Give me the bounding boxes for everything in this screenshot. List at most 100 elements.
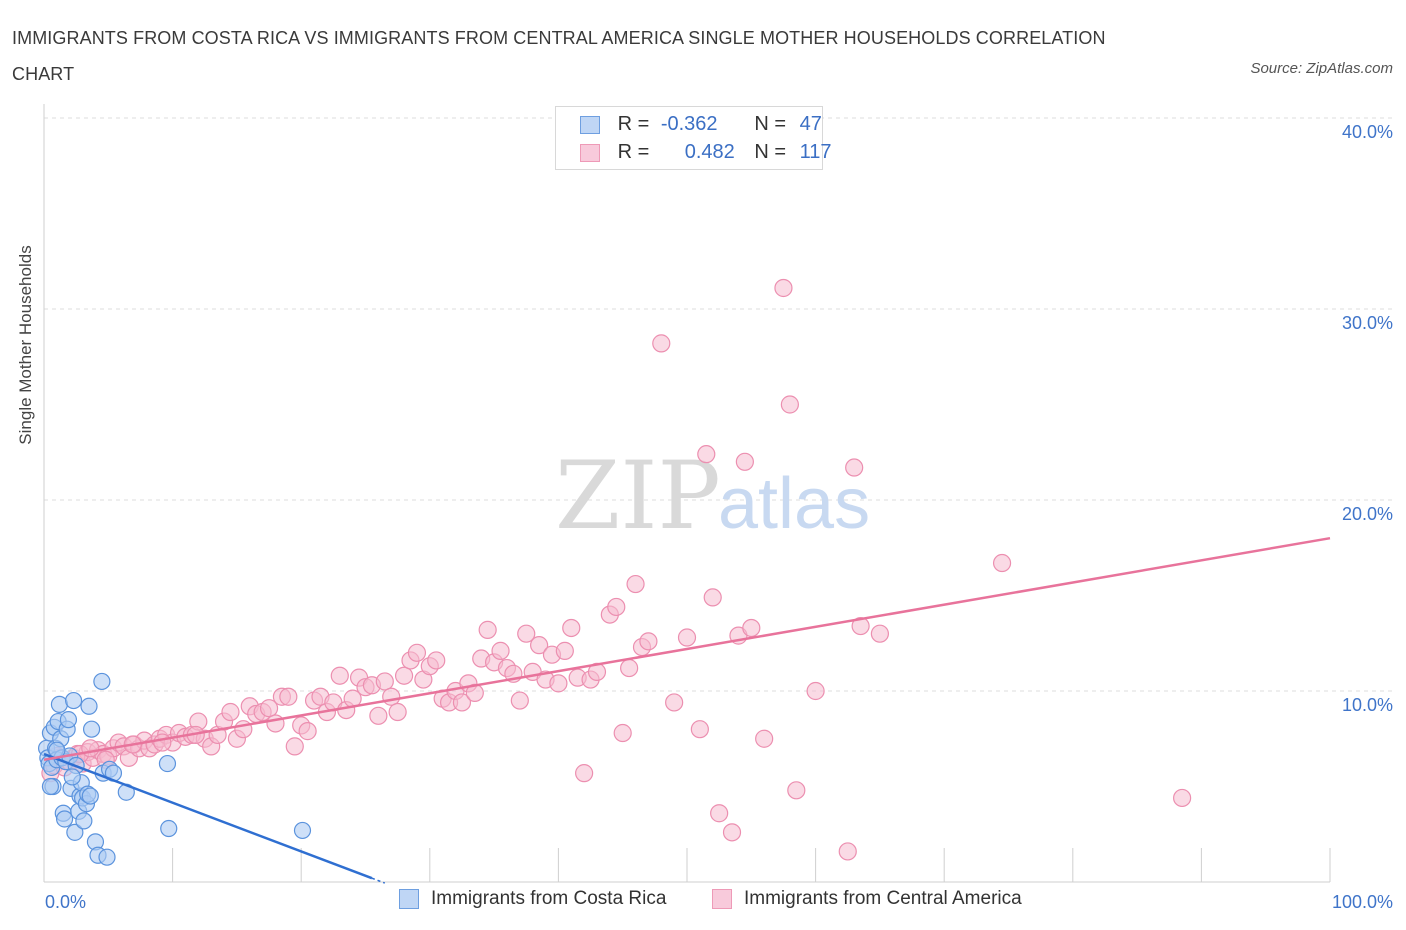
legend-r-value: -0.362 [660,113,718,135]
data-point-costa-rica [98,848,116,866]
bottom-legend-swatch-pink [712,888,732,909]
data-point-central-america [285,737,304,756]
data-point-central-america [851,616,870,636]
y-tick-label: 10.0% [1342,695,1393,715]
data-point-central-america [478,620,497,639]
correlation-legend: R = -0.362 N = 47 R = 0.482 N = 117 [555,106,832,170]
data-point-costa-rica [158,754,177,773]
data-point-costa-rica [63,768,81,786]
x-tick-label-max: 100.0% [1332,892,1393,912]
data-point-costa-rica [59,711,78,729]
data-point-central-america [697,445,716,464]
data-point-central-america [407,643,427,662]
data-point-central-america [665,693,684,712]
data-point-costa-rica [50,695,69,713]
data-point-central-america [742,618,761,638]
data-point-central-america [153,733,172,752]
data-point-central-america [298,722,317,741]
legend-n-value: 47 [799,113,822,135]
source-label: Source: ZipAtlas.com [1250,60,1393,77]
data-point-central-america [530,636,549,655]
data-point-central-america [652,334,671,353]
data-point-central-america [375,672,394,691]
grid-lines [44,117,1392,692]
x-tick-label-min: 0.0% [45,892,86,912]
series-central-america-points [41,278,1192,861]
data-point-central-america [562,618,581,638]
y-tick-label: 30.0% [1342,313,1393,333]
data-point-central-america [774,278,793,298]
data-point-central-america [838,842,857,861]
data-point-costa-rica [160,819,178,838]
data-point-costa-rica [55,810,74,828]
data-point-central-america [690,720,709,739]
data-point-costa-rica [41,777,60,796]
data-point-costa-rica [81,787,99,805]
chart-title: IMMIGRANTS FROM COSTA RICA VS IMMIGRANTS… [12,28,1106,84]
watermark-zip: ZIP [555,442,721,551]
data-point-central-america [992,553,1012,573]
data-point-central-america [639,632,658,651]
y-tick-label: 40.0% [1342,122,1393,142]
legend-n-label: N = [754,113,787,135]
trendline-costa-rica-extension [371,877,386,884]
watermark: ZIP atlas [555,442,870,551]
legend-swatch-pink [580,143,600,162]
data-point-central-america [755,729,774,748]
data-point-central-america [787,781,806,800]
data-point-central-america [394,666,414,685]
bottom-legend-label: Immigrants from Costa Rica [431,888,667,909]
trendline-costa-rica [43,752,373,880]
trendline-central-america [43,536,1331,761]
legend-r-value: 0.482 [684,141,735,163]
watermark-atlas: atlas [718,464,870,544]
data-point-costa-rica [293,821,312,840]
data-point-central-america [575,764,594,783]
tick-labels: 10.0% 20.0% 30.0% 40.0% 0.0% 100.0% [45,122,1393,912]
data-point-central-america [221,702,240,722]
data-point-central-america [677,628,697,647]
data-point-central-america [452,693,472,712]
data-point-costa-rica [66,823,84,841]
legend-n-value: 117 [799,141,832,163]
data-point-central-america [1173,788,1192,808]
data-point-central-america [510,691,529,710]
data-point-central-america [845,458,864,477]
data-point-costa-rica [80,697,98,715]
data-point-central-america [870,624,890,643]
data-point-costa-rica [82,720,101,738]
bottom-legend-costa-rica: Immigrants from Costa Rica [399,888,666,910]
bottom-legend-label: Immigrants from Central America [744,888,1022,909]
data-point-central-america [613,723,632,743]
data-point-central-america [388,702,407,722]
legend-row-central-america: R = 0.482 N = 117 [580,138,832,166]
data-point-costa-rica [75,812,93,830]
data-point-central-america [703,588,722,607]
bottom-legend-swatch-blue [399,888,419,909]
data-point-central-america [710,804,729,823]
data-point-costa-rica [93,672,111,691]
data-point-central-america [735,452,754,471]
data-point-central-america [279,687,298,706]
trendlines [43,536,1331,884]
data-point-central-america [382,687,401,706]
data-point-central-america [549,674,568,693]
y-axis-label: Single Mother Households [16,245,35,445]
data-point-central-america [806,681,825,701]
data-point-central-america [330,666,349,685]
legend-swatch-blue [580,115,600,134]
data-point-central-america [81,739,100,758]
legend-row-costa-rica: R = -0.362 N = 47 [580,110,822,138]
legend-r-label: R = [617,113,650,135]
data-point-central-america [491,641,510,660]
data-point-central-america [369,706,388,725]
legend-n-label: N = [754,141,787,163]
data-point-central-america [555,641,574,660]
data-point-central-america [722,823,742,842]
y-tick-label: 20.0% [1342,504,1393,524]
bottom-legend-central-america: Immigrants from Central America [712,888,1022,910]
legend-r-label: R = [617,141,650,163]
data-point-central-america [607,597,626,617]
data-point-central-america [427,651,446,670]
